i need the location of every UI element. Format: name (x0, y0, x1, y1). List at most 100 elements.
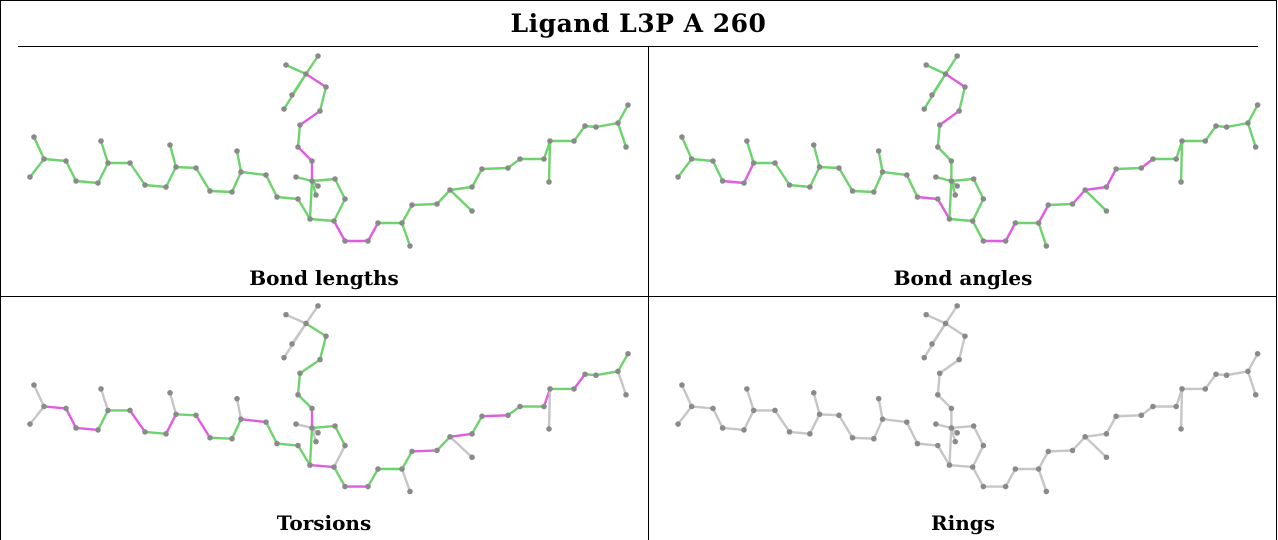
atom (871, 189, 877, 195)
bond (950, 177, 975, 183)
atom (772, 407, 778, 414)
bond (680, 383, 693, 408)
atom (323, 84, 329, 90)
atom (63, 158, 69, 164)
atom (142, 182, 148, 188)
atom (295, 391, 301, 398)
row-divider (0, 296, 1277, 297)
atom (541, 403, 547, 410)
bond (948, 179, 953, 221)
bond (837, 166, 854, 193)
bond (333, 177, 347, 201)
bond (332, 465, 347, 488)
atom (946, 462, 953, 468)
bond (872, 170, 884, 194)
bond (284, 63, 308, 76)
atom (207, 188, 213, 194)
atom (710, 158, 716, 164)
atom (41, 403, 47, 410)
atom (744, 138, 750, 144)
atom (263, 419, 269, 425)
atom (1223, 124, 1230, 130)
atom (375, 466, 381, 472)
bond (400, 203, 414, 225)
atom (914, 440, 921, 447)
atom (956, 108, 962, 114)
bond (480, 166, 510, 171)
bond (923, 72, 947, 111)
bond (971, 219, 985, 243)
atom (923, 311, 929, 318)
bond (470, 167, 484, 189)
bond (818, 413, 841, 417)
caption-torsions: Torsions (276, 511, 372, 535)
bond (877, 149, 884, 174)
atom (849, 434, 856, 441)
bond (304, 322, 328, 338)
panel-bond-lengths: Bond lengths (0, 47, 648, 296)
bond (296, 197, 312, 221)
atom (875, 148, 882, 154)
bond (1105, 415, 1118, 436)
bond (944, 322, 967, 338)
bond (905, 420, 919, 445)
bond (971, 465, 985, 488)
bond (721, 179, 746, 185)
atom (786, 182, 793, 188)
atom (750, 160, 757, 166)
bond (1071, 188, 1087, 206)
bond (304, 54, 320, 76)
atom (1138, 412, 1145, 419)
bond (936, 393, 953, 410)
atom (1045, 202, 1052, 208)
bond (773, 161, 791, 187)
atom (935, 391, 941, 398)
bond (1105, 167, 1118, 189)
atom (615, 120, 621, 126)
atom (962, 333, 968, 339)
atom (688, 403, 695, 410)
atom (105, 160, 111, 166)
atom (479, 413, 485, 420)
atom (309, 178, 315, 184)
bond (936, 372, 941, 396)
caption-bond-angles: Bond angles (893, 266, 1033, 290)
atom (546, 426, 552, 432)
atom (1173, 403, 1180, 410)
atom (719, 425, 726, 431)
atom (980, 238, 987, 244)
bond (851, 436, 876, 440)
atom (447, 187, 453, 193)
atom (1035, 220, 1042, 226)
atom (719, 178, 726, 184)
atom (95, 427, 101, 433)
atom (547, 386, 553, 392)
atom (342, 196, 348, 202)
bond (1004, 221, 1017, 243)
atom (375, 220, 381, 226)
bond (164, 413, 178, 436)
atom (571, 386, 577, 392)
bond (957, 85, 967, 113)
bond (168, 143, 178, 169)
bond (812, 391, 821, 416)
atom (625, 350, 631, 357)
bond (304, 304, 320, 325)
bond (721, 426, 746, 432)
atom (921, 354, 928, 361)
atom (807, 431, 813, 437)
bond (547, 387, 552, 431)
bond (851, 189, 876, 194)
atom (816, 164, 823, 170)
bond (1037, 450, 1050, 471)
atom (879, 416, 886, 422)
atom (936, 122, 943, 128)
bond (972, 424, 985, 447)
bond (1037, 467, 1048, 493)
bond (1225, 121, 1250, 129)
bond (594, 121, 620, 129)
atom (315, 303, 321, 309)
atom (342, 442, 348, 449)
atom (479, 166, 485, 172)
atom (1213, 123, 1219, 129)
